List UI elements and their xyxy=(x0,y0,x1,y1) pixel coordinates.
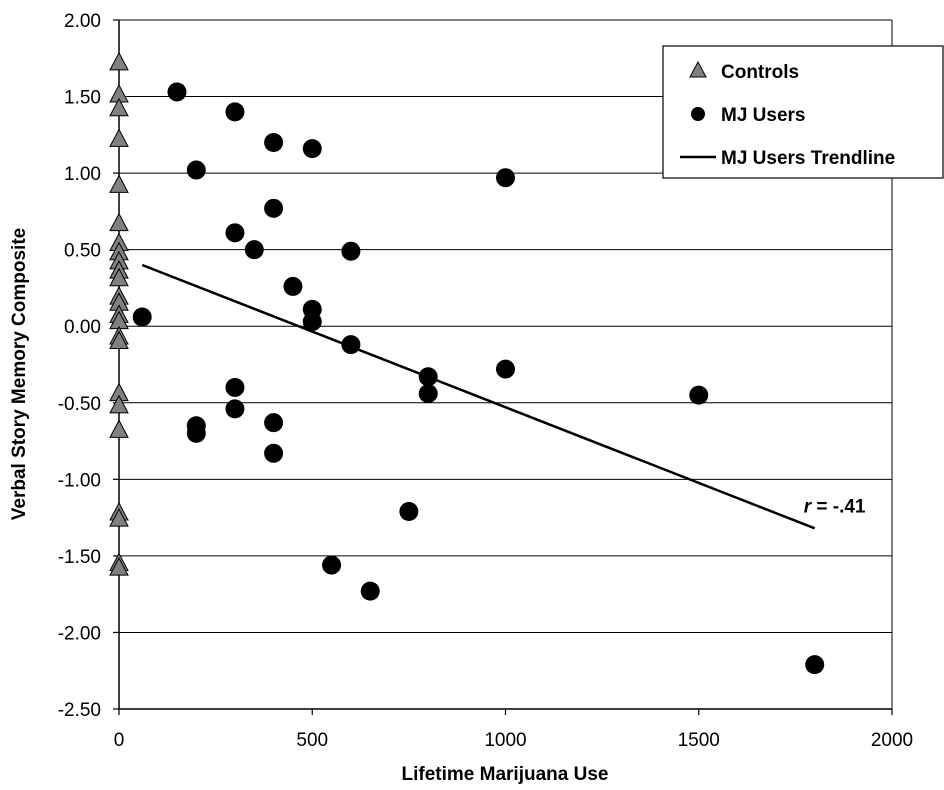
mj-user-point xyxy=(399,501,419,521)
x-tick-label: 0 xyxy=(114,730,125,751)
mj-user-point xyxy=(689,385,709,405)
y-tick-label: -2.00 xyxy=(58,623,101,644)
mj-user-point xyxy=(167,82,187,102)
data-points xyxy=(109,51,825,675)
mj-user-point xyxy=(264,413,284,433)
annotation-r-symbol: r xyxy=(804,496,813,517)
y-tick-label: 1.00 xyxy=(64,164,101,185)
y-tick-label: -1.00 xyxy=(58,470,101,491)
mj-user-point xyxy=(805,655,825,675)
y-tick-label: 0.00 xyxy=(64,317,101,338)
control-point xyxy=(109,128,129,147)
legend-mjusers-marker xyxy=(691,107,705,121)
mj-user-point xyxy=(302,312,322,332)
mj-user-point xyxy=(264,443,284,463)
control-point xyxy=(109,557,129,576)
control-point xyxy=(109,212,129,232)
trendline xyxy=(141,263,816,530)
x-axis-title: Lifetime Marijuana Use xyxy=(402,764,609,785)
mj-user-point xyxy=(225,399,245,419)
mj-user-point xyxy=(132,307,152,327)
mj-user-point xyxy=(244,240,264,260)
mj-user-point xyxy=(341,241,361,261)
control-point xyxy=(109,508,129,527)
mj-user-point xyxy=(186,423,206,443)
y-tick-label: -0.50 xyxy=(58,394,101,415)
mj-user-point xyxy=(302,139,322,159)
y-tick-label: -1.50 xyxy=(58,547,101,568)
legend-controls-marker xyxy=(689,60,707,78)
y-tick-label: 1.50 xyxy=(64,88,101,109)
legend-mjusers-label: MJ Users xyxy=(721,105,806,126)
trendline-layer xyxy=(141,263,816,530)
mj-user-point xyxy=(264,198,284,218)
mj-user-point xyxy=(225,102,245,122)
mj-user-point xyxy=(341,335,361,355)
mj-user-point xyxy=(225,377,245,397)
mj-user-point xyxy=(322,555,342,575)
correlation-annotation: r = -.41 xyxy=(804,496,866,517)
control-point xyxy=(109,51,129,71)
x-tick-label: 500 xyxy=(296,730,328,751)
legend-controls-label: Controls xyxy=(721,62,799,83)
y-tick-label: 0.50 xyxy=(64,241,101,262)
legend: Controls MJ Users MJ Users Trendline xyxy=(662,45,944,179)
legend-trendline-label: MJ Users Trendline xyxy=(721,148,895,169)
mj-user-point xyxy=(418,384,438,404)
mj-user-point xyxy=(186,160,206,180)
x-tick-label: 1500 xyxy=(678,730,720,751)
control-point xyxy=(109,394,129,414)
x-tick-label: 2000 xyxy=(871,730,913,751)
control-point xyxy=(109,419,129,438)
mj-user-point xyxy=(360,581,380,601)
control-point xyxy=(109,330,129,350)
control-point xyxy=(109,97,129,117)
mj-user-point xyxy=(496,359,515,379)
annotation-value: = -.41 xyxy=(811,496,866,517)
y-tick-label: 2.00 xyxy=(64,11,101,32)
control-point xyxy=(109,174,129,193)
mj-user-point xyxy=(418,367,438,387)
tick-labels: 2.00 1.50 1.00 0.50 0.00 -0.50 -1.00 -1.50 -2.00… xyxy=(58,11,913,751)
control-point xyxy=(109,267,129,287)
x-tick-label: 1000 xyxy=(484,730,526,751)
mj-user-point xyxy=(283,276,303,296)
y-axis-title: Verbal Story Memory Composite xyxy=(9,228,30,520)
mj-user-point xyxy=(264,132,284,152)
y-tick-label: -2.50 xyxy=(58,700,101,721)
mj-user-point xyxy=(225,223,245,243)
mj-user-point xyxy=(496,168,515,188)
